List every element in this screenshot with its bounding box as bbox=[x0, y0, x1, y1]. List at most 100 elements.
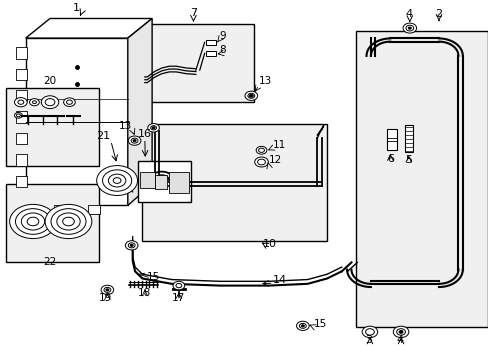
Text: 22: 22 bbox=[43, 257, 57, 267]
Text: 8: 8 bbox=[219, 45, 225, 55]
FancyBboxPatch shape bbox=[88, 206, 100, 214]
Circle shape bbox=[244, 91, 257, 100]
Circle shape bbox=[133, 140, 136, 142]
Circle shape bbox=[21, 213, 44, 230]
Circle shape bbox=[131, 138, 138, 143]
Circle shape bbox=[51, 209, 86, 234]
FancyBboxPatch shape bbox=[26, 38, 127, 206]
FancyBboxPatch shape bbox=[16, 69, 27, 80]
Polygon shape bbox=[127, 18, 152, 206]
FancyBboxPatch shape bbox=[16, 176, 27, 187]
Circle shape bbox=[249, 94, 253, 97]
Text: 12: 12 bbox=[269, 156, 282, 166]
Circle shape bbox=[113, 178, 121, 183]
FancyBboxPatch shape bbox=[16, 133, 27, 144]
Circle shape bbox=[258, 148, 264, 152]
FancyBboxPatch shape bbox=[54, 206, 65, 214]
Circle shape bbox=[392, 326, 408, 338]
Circle shape bbox=[125, 241, 138, 250]
FancyBboxPatch shape bbox=[154, 175, 166, 189]
Circle shape bbox=[57, 213, 80, 230]
Text: 11: 11 bbox=[272, 140, 285, 150]
FancyBboxPatch shape bbox=[16, 47, 27, 59]
Circle shape bbox=[45, 99, 55, 106]
Circle shape bbox=[18, 100, 24, 104]
Circle shape bbox=[247, 93, 254, 98]
Text: 1: 1 bbox=[73, 3, 80, 13]
FancyBboxPatch shape bbox=[386, 129, 396, 150]
Circle shape bbox=[254, 157, 268, 167]
Text: 21: 21 bbox=[96, 131, 110, 140]
Text: 13: 13 bbox=[119, 121, 132, 131]
Circle shape bbox=[16, 209, 50, 234]
FancyBboxPatch shape bbox=[404, 125, 412, 152]
Text: 14: 14 bbox=[272, 275, 286, 285]
Circle shape bbox=[407, 27, 410, 29]
Circle shape bbox=[108, 174, 125, 187]
Circle shape bbox=[130, 244, 133, 247]
FancyBboxPatch shape bbox=[16, 112, 27, 123]
Circle shape bbox=[106, 289, 109, 291]
FancyBboxPatch shape bbox=[30, 206, 41, 214]
Circle shape bbox=[362, 326, 377, 338]
Circle shape bbox=[41, 96, 59, 109]
Circle shape bbox=[296, 321, 308, 330]
Circle shape bbox=[398, 330, 402, 333]
FancyBboxPatch shape bbox=[142, 123, 326, 241]
FancyBboxPatch shape bbox=[16, 90, 27, 102]
Text: 20: 20 bbox=[43, 76, 57, 86]
Text: 13: 13 bbox=[259, 76, 272, 86]
FancyBboxPatch shape bbox=[16, 154, 27, 166]
Circle shape bbox=[173, 281, 184, 290]
Circle shape bbox=[365, 329, 373, 335]
Text: 4: 4 bbox=[405, 9, 411, 19]
Text: 15: 15 bbox=[313, 319, 326, 329]
Circle shape bbox=[101, 285, 114, 294]
Circle shape bbox=[128, 136, 141, 145]
Circle shape bbox=[17, 114, 20, 117]
FancyBboxPatch shape bbox=[6, 88, 99, 166]
FancyBboxPatch shape bbox=[205, 51, 216, 56]
FancyBboxPatch shape bbox=[140, 172, 154, 188]
Text: 10: 10 bbox=[263, 239, 277, 249]
Circle shape bbox=[257, 159, 265, 165]
Text: 19: 19 bbox=[99, 293, 112, 303]
Circle shape bbox=[256, 147, 266, 154]
Text: 6: 6 bbox=[386, 154, 393, 164]
Text: 5: 5 bbox=[405, 156, 411, 166]
Text: 7: 7 bbox=[189, 8, 197, 18]
Circle shape bbox=[30, 99, 39, 106]
Circle shape bbox=[396, 329, 405, 335]
Circle shape bbox=[299, 323, 305, 328]
Circle shape bbox=[128, 243, 135, 248]
Text: 15: 15 bbox=[146, 272, 160, 282]
FancyBboxPatch shape bbox=[205, 40, 216, 45]
Polygon shape bbox=[26, 18, 152, 38]
FancyBboxPatch shape bbox=[169, 172, 188, 193]
Circle shape bbox=[176, 283, 182, 288]
Text: 4: 4 bbox=[396, 335, 403, 345]
Circle shape bbox=[147, 123, 159, 132]
Text: 2: 2 bbox=[434, 9, 442, 19]
Text: 3: 3 bbox=[365, 335, 372, 345]
Circle shape bbox=[63, 98, 75, 107]
Circle shape bbox=[66, 100, 72, 104]
Circle shape bbox=[152, 127, 155, 129]
FancyBboxPatch shape bbox=[6, 184, 99, 262]
Circle shape bbox=[405, 25, 413, 31]
Circle shape bbox=[62, 217, 74, 226]
Circle shape bbox=[150, 126, 156, 130]
Text: 16: 16 bbox=[138, 129, 151, 139]
FancyBboxPatch shape bbox=[142, 24, 254, 102]
Circle shape bbox=[402, 23, 416, 33]
FancyBboxPatch shape bbox=[137, 161, 191, 202]
Circle shape bbox=[97, 166, 137, 195]
Circle shape bbox=[27, 217, 39, 226]
Circle shape bbox=[104, 287, 111, 292]
Text: 17: 17 bbox=[172, 293, 185, 303]
Circle shape bbox=[45, 204, 92, 239]
Circle shape bbox=[301, 325, 304, 327]
FancyBboxPatch shape bbox=[356, 31, 487, 327]
Text: 9: 9 bbox=[219, 31, 225, 41]
Circle shape bbox=[32, 101, 36, 104]
